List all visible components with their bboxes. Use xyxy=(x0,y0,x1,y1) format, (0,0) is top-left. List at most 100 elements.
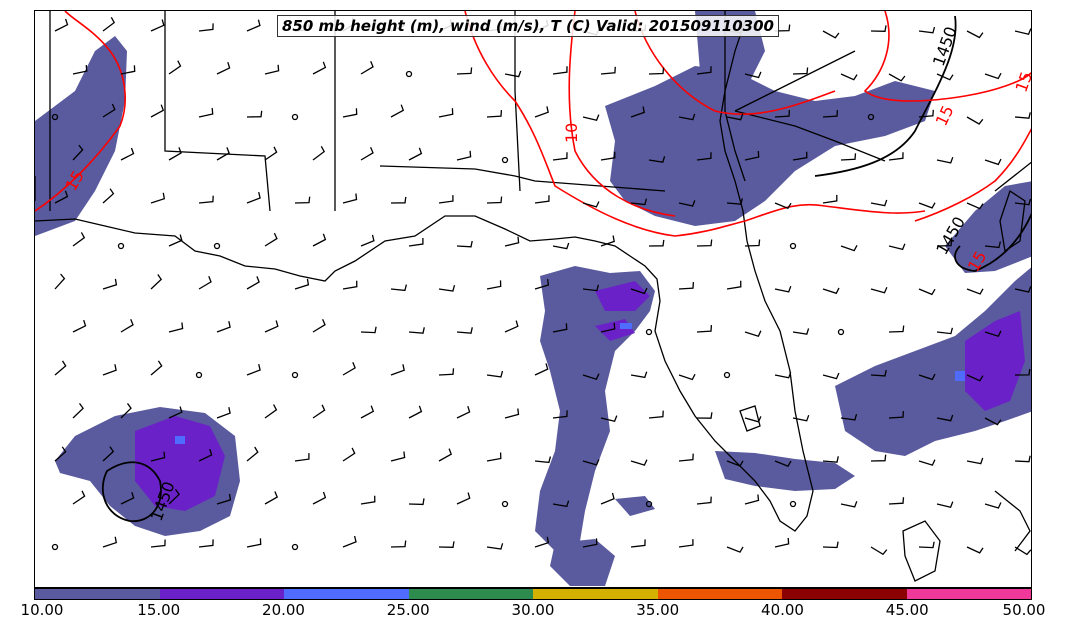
colorbar-segment xyxy=(35,589,160,599)
wind-barb xyxy=(120,319,134,333)
wind-barb xyxy=(600,66,616,75)
wind-barb xyxy=(552,66,568,75)
wind-barb xyxy=(918,26,936,34)
temperature-contours xyxy=(35,11,1031,237)
wind-barb xyxy=(792,151,808,161)
wind-barb xyxy=(840,153,857,161)
wind-barb xyxy=(264,491,279,505)
wind-barb xyxy=(966,288,984,295)
wind-barb xyxy=(408,327,425,334)
wind-barb xyxy=(744,239,761,247)
colorbar-segment xyxy=(906,589,1031,599)
temperature-label: 10 xyxy=(562,123,581,143)
wind-barb xyxy=(360,405,375,419)
wind-barb xyxy=(264,320,279,333)
wind-barb xyxy=(246,446,259,462)
height-contours xyxy=(102,15,1031,522)
colorbar-tick-label: 20.00 xyxy=(262,601,305,619)
wind-barb xyxy=(600,322,616,333)
calm-wind-circle xyxy=(195,371,203,379)
wind-barb xyxy=(120,147,135,161)
wind-barb xyxy=(870,25,887,32)
wind-barb xyxy=(246,110,263,118)
wind-barb xyxy=(888,243,906,251)
wind-barb xyxy=(582,459,600,466)
wind-barb xyxy=(390,451,406,462)
wind-barb xyxy=(342,280,358,290)
wind-barb xyxy=(216,62,231,75)
wind-barb xyxy=(696,152,712,161)
wind-barb xyxy=(504,320,519,333)
wind-barb xyxy=(294,196,311,204)
wind-barb xyxy=(1014,28,1031,35)
wind-barb xyxy=(102,16,116,32)
wind-barb xyxy=(678,113,696,121)
wind-barb xyxy=(534,106,549,118)
wind-barb xyxy=(744,150,760,161)
wind-barb xyxy=(630,539,646,548)
wind-barb xyxy=(582,373,600,380)
wind-barb xyxy=(150,274,163,290)
wind-barb xyxy=(342,108,358,118)
wind-barb xyxy=(984,241,1002,249)
calm-wind-circle xyxy=(291,113,299,121)
wind-barb xyxy=(534,456,552,464)
wind-barb xyxy=(792,328,810,335)
wind-barb xyxy=(822,194,838,204)
calm-wind-circle xyxy=(789,500,797,508)
wind-barb xyxy=(264,232,278,247)
calm-wind-circle xyxy=(405,70,413,78)
wind-barb xyxy=(870,546,888,556)
wind-barb xyxy=(360,326,377,334)
colorbar xyxy=(34,588,1032,600)
wind-barb xyxy=(534,536,550,548)
calm-wind-circle xyxy=(789,242,797,250)
wind-barb xyxy=(582,538,598,548)
wind-barb xyxy=(72,403,84,419)
wind-barb xyxy=(390,364,405,376)
wind-barb xyxy=(360,495,376,505)
wind-barb xyxy=(102,188,115,204)
wind-barb xyxy=(936,414,954,422)
wind-barb xyxy=(486,196,503,204)
wind-barb xyxy=(534,279,550,290)
wind-barb xyxy=(870,199,888,207)
wind-barb xyxy=(774,285,792,293)
wind-barb xyxy=(678,453,694,462)
wind-barb xyxy=(822,30,840,39)
wind-barb xyxy=(102,536,118,548)
colorbar-segment xyxy=(159,589,284,599)
calm-wind-circle xyxy=(867,113,875,121)
wind-barb xyxy=(534,363,549,376)
wind-barb xyxy=(936,501,954,508)
wind-barb xyxy=(774,110,791,118)
wind-barb xyxy=(870,286,888,294)
wind-barb xyxy=(150,104,165,118)
wind-barb xyxy=(456,240,473,248)
wind-barb xyxy=(312,145,326,161)
wind-barb xyxy=(774,537,790,548)
wind-barb xyxy=(552,500,570,508)
wind-barb xyxy=(390,540,407,548)
wind-barb xyxy=(648,239,665,247)
wind-barb xyxy=(552,410,568,419)
wind-barb xyxy=(486,110,503,118)
wind-barb xyxy=(600,151,616,161)
wind-barb xyxy=(456,406,471,419)
wind-barb xyxy=(102,103,116,118)
wind-barb xyxy=(504,70,522,78)
wind-barb xyxy=(1014,112,1031,119)
colorbar-segment xyxy=(284,589,409,599)
wind-barb xyxy=(822,456,839,463)
wind-barb xyxy=(438,448,453,462)
wind-barb xyxy=(648,156,666,163)
wind-barb xyxy=(822,541,839,549)
wind-barb xyxy=(408,238,424,247)
wind-barb xyxy=(264,64,280,75)
colorbar-tick-label: 10.00 xyxy=(20,601,64,619)
calm-wind-circle xyxy=(501,500,509,508)
wind-barb xyxy=(696,496,712,505)
wind-barb xyxy=(630,371,648,379)
wind-barb xyxy=(600,235,615,247)
wind-barb xyxy=(840,501,858,508)
